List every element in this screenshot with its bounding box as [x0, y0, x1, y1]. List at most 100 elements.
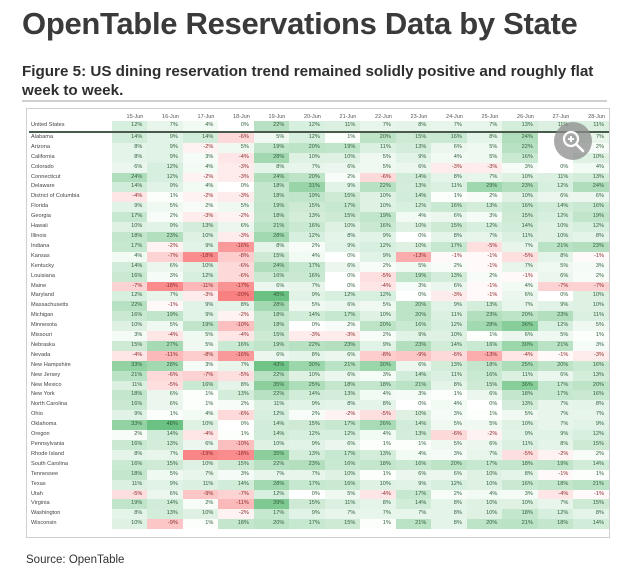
heatmap-cell: 7% — [537, 499, 574, 510]
heatmap-cell: 18% — [324, 380, 361, 391]
heatmap-cell: 11% — [324, 121, 361, 133]
heatmap-cell: 5% — [360, 152, 396, 163]
heatmap-cell: 11% — [182, 479, 219, 490]
heatmap-cell: 8% — [218, 380, 254, 391]
heatmap-cell: 24% — [253, 172, 290, 183]
heatmap-cell: 9% — [324, 182, 361, 193]
heatmap-cell: 8% — [218, 301, 254, 312]
state-label: Nebraska — [31, 341, 55, 348]
column-header: 24-Jun — [446, 114, 463, 120]
heatmap-cell: -1% — [466, 291, 503, 302]
heatmap-cell: 4% — [573, 162, 609, 173]
heatmap-cell: -2% — [218, 311, 254, 322]
zoom-in-button[interactable] — [554, 122, 592, 160]
heatmap-cell: 10% — [182, 459, 219, 470]
state-label: Kansas — [31, 252, 50, 259]
heatmap-cell: 1% — [395, 440, 432, 450]
heatmap-cell: -3% — [218, 172, 254, 183]
heatmap-cell: 16% — [360, 222, 396, 232]
heatmap-cell: 2% — [431, 261, 467, 272]
heatmap-cell: 1% — [466, 410, 503, 421]
heatmap-cell: -3% — [431, 162, 467, 173]
heatmap-cell: 10% — [573, 152, 609, 163]
heatmap-cell: 20% — [360, 321, 396, 332]
heatmap-cell: 9% — [111, 410, 148, 421]
heatmap-cell: 15% — [289, 499, 325, 510]
heatmap-cell: 12% — [537, 212, 574, 223]
heatmap-cell: -4% — [360, 281, 396, 292]
heatmap-cell: -3% — [182, 212, 219, 223]
column-header: 20-Jun — [304, 114, 321, 120]
heatmap-cell: -5% — [502, 251, 538, 262]
heatmap-cell: 12% — [111, 121, 148, 133]
heatmap-cell: 22% — [253, 370, 290, 381]
heatmap-cell: 29% — [466, 182, 503, 193]
heatmap-cell: 10% — [466, 509, 503, 520]
heatmap-cell: 17% — [289, 519, 325, 530]
state-label: District of Columbia — [31, 193, 80, 200]
heatmap-cell: 1% — [431, 192, 467, 203]
heatmap-cell: -6% — [147, 370, 183, 381]
heatmap-cell: -5% — [218, 370, 254, 381]
heatmap-cell: 8% — [360, 400, 396, 411]
heatmap-cell: 17% — [289, 261, 325, 272]
state-label: Minnesota — [31, 322, 57, 329]
heatmap-cell: 6% — [324, 440, 361, 450]
heatmap-cell: 20% — [537, 360, 574, 371]
heatmap-cell: -1% — [466, 261, 503, 272]
heatmap-cell: 16% — [111, 311, 148, 322]
heatmap-cell: 7% — [537, 410, 574, 421]
heatmap-cell: 12% — [573, 222, 609, 232]
heatmap-cell: 19% — [324, 142, 361, 153]
state-label: Arizona — [31, 143, 50, 150]
heatmap-cell: -6% — [431, 350, 467, 361]
heatmap-cell: 5% — [218, 202, 254, 213]
heatmap-cell: 18% — [253, 212, 290, 223]
heatmap-cell: -6% — [218, 261, 254, 272]
heatmap-cell: -1% — [537, 469, 574, 480]
heatmap-cell: 14% — [111, 182, 148, 193]
heatmap-cell: 1% — [431, 390, 467, 401]
heatmap-cell: 24% — [253, 261, 290, 272]
heatmap-cell: 14% — [395, 499, 432, 510]
heatmap-cell: 14% — [147, 499, 183, 510]
heatmap-cell: 10% — [395, 241, 432, 252]
heatmap-cell: 3% — [360, 370, 396, 381]
heatmap-cell: 15% — [147, 459, 183, 470]
heatmap-cell: 8% — [537, 440, 574, 450]
heatmap-cell: 13% — [395, 430, 432, 440]
state-label: New Jersey — [31, 371, 61, 378]
heatmap-cell: 7% — [466, 231, 503, 242]
heatmap-cell: 19% — [395, 271, 432, 282]
heatmap-cell: 19% — [147, 311, 183, 322]
heatmap-cell: 8% — [573, 400, 609, 411]
table-row: Illinois 18% 23% 10% -3% 28% 12% 8% 9% 0% 8% 7% 11% 1… — [29, 231, 609, 242]
heatmap-cell: 5% — [360, 162, 396, 173]
heatmap-cell: 6% — [324, 370, 361, 381]
heatmap-cell: 14% — [111, 261, 148, 272]
heatmap-cell: 10% — [182, 231, 219, 242]
heatmap-cell: 6% — [502, 331, 538, 341]
heatmap-cell: 12% — [395, 202, 432, 213]
heatmap-cell: 13% — [573, 370, 609, 381]
heatmap-cell: 10% — [289, 370, 325, 381]
heatmap-cell: 16% — [324, 459, 361, 470]
state-label: Colorado — [31, 163, 54, 170]
heatmap-cell: -1% — [537, 350, 574, 361]
heatmap-cell: 4% — [289, 251, 325, 262]
state-label: Virginia — [31, 500, 50, 507]
heatmap-cell: 16% — [289, 271, 325, 282]
heatmap-cell: 6% — [147, 261, 183, 272]
heatmap-cell: 6% — [466, 390, 503, 401]
heatmap-cell: -6% — [218, 271, 254, 282]
heatmap-cell: -3% — [289, 331, 325, 341]
table-row: United States 12% 7% 4% 0% 22% 12% 11% 7% 8% 7% 7% 1… — [29, 121, 609, 133]
heatmap-cell: 5% — [218, 142, 254, 153]
state-label: Illinois — [31, 232, 47, 239]
heatmap-cell: -11% — [182, 281, 219, 292]
heatmap-cell: -5% — [147, 380, 183, 391]
heatmap-cell: 3% — [573, 340, 609, 351]
heatmap-cell: 10% — [537, 222, 574, 232]
heatmap-cell: 33% — [111, 360, 148, 371]
table-row: District of Columbia -4% 1% -2% -3% 18% 19% 15%… — [29, 192, 609, 203]
